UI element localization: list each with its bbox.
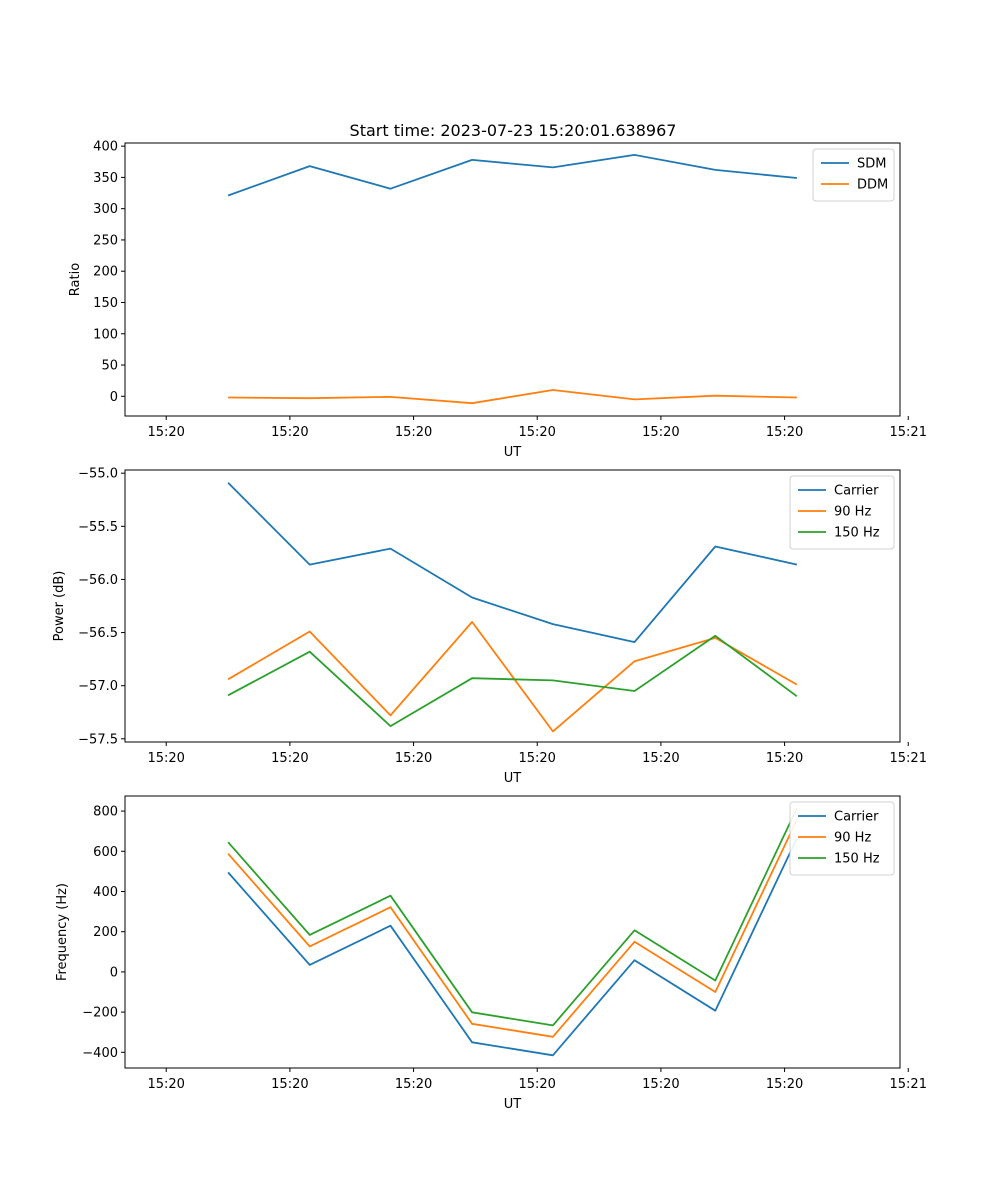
frequency-series-line-carrier [227,837,798,1057]
power-y-tick-label: −56.5 [78,626,118,641]
frequency-y-axis-label: Frequency (Hz) [55,883,70,981]
power-x-tick-label: 15:20 [147,751,184,766]
power-y-tick-label: −55.0 [78,467,118,482]
frequency-y-tick-label: 800 [93,805,118,820]
frequency-legend-label: 90 Hz [834,831,871,846]
frequency-x-tick-label: 15:20 [271,1077,308,1092]
power-legend: Carrier 90 Hz 150 Hz [789,475,895,550]
frequency-y-tick-label: 200 [93,925,118,940]
ratio-x-tick-label: 15:21 [890,425,927,440]
frequency-legend: Carrier 90 Hz 150 Hz [789,801,895,876]
ratio-x-tick-label: 15:20 [518,425,555,440]
power-legend-box [789,475,895,550]
power-subplot: 15:20 15:20 15:20 15:20 15:20 15:20 15:21 −57.5… [52,467,927,786]
power-x-tick-label: 15:20 [271,751,308,766]
ratio-y-tick-label: 250 [93,233,118,248]
frequency-x-tick-label: 15:20 [518,1077,555,1092]
frequency-legend-label: 150 Hz [834,852,880,867]
chart-title: Start time: 2023-07-23 15:20:01.638967 [350,121,677,140]
power-legend-label: 150 Hz [834,526,880,541]
ratio-series-line-sdm [227,153,797,197]
power-legend-label: 90 Hz [834,505,871,520]
frequency-y-tick-label: −200 [82,1006,118,1021]
power-legend-label: Carrier [834,484,879,499]
power-y-tick-label: −55.5 [78,520,118,535]
ratio-y-tick-label: 200 [93,265,118,280]
power-y-tick-label: −56.0 [78,573,118,588]
ratio-x-tick-label: 15:20 [642,425,679,440]
ratio-x-tick-label: 15:20 [147,425,184,440]
frequency-y-tick-label: −400 [82,1046,118,1061]
ratio-y-tick-label: 100 [93,327,118,342]
frequency-y-tick-label: 600 [93,845,118,860]
ratio-legend: SDM DDM [812,148,895,202]
ratio-legend-label: SDM [857,157,886,172]
frequency-x-tick-label: 15:20 [766,1077,803,1092]
power-y-tick-label: −57.0 [78,679,118,694]
ratio-y-axis-label: Ratio [68,263,83,296]
ratio-y-tick-label: 50 [101,359,118,374]
frequency-legend-box [789,801,895,876]
power-x-tick-label: 15:20 [518,751,555,766]
ratio-y-tick-label: 0 [110,390,118,405]
ratio-x-axis-label: UT [504,445,522,460]
ratio-series-line-ddm [228,389,797,405]
power-axes-frame [124,469,901,743]
ratio-y-tick-label: 300 [93,202,118,217]
power-y-axis-label: Power (dB) [52,571,67,642]
power-x-tick-label: 15:21 [890,751,927,766]
frequency-series-line-150-hz [227,807,798,1027]
ratio-y-tick-label: 350 [93,171,118,186]
ratio-subplot: 15:20 15:20 15:20 15:20 15:20 15:20 15:21 0 50 10… [68,140,927,460]
ratio-x-tick-label: 15:20 [766,425,803,440]
frequency-x-tick-label: 15:21 [890,1077,927,1092]
ratio-x-tick-label: 15:20 [395,425,432,440]
ratio-x-tick-label: 15:20 [271,425,308,440]
power-x-tick-label: 15:20 [642,751,679,766]
frequency-y-tick-label: 400 [93,885,118,900]
frequency-series-line-90-hz [227,819,798,1038]
frequency-x-tick-label: 15:20 [642,1077,679,1092]
frequency-x-axis-label: UT [504,1097,522,1112]
power-series-line-150-hz [227,634,798,727]
ratio-legend-box [812,148,895,202]
frequency-y-tick-label: 0 [110,965,118,980]
power-y-tick-label: −57.5 [78,732,118,747]
power-series-line-90-hz [227,621,798,733]
power-series-line-carrier [227,482,798,643]
frequency-legend-label: Carrier [834,810,879,825]
frequency-x-tick-label: 15:20 [147,1077,184,1092]
power-x-axis-label: UT [504,771,522,786]
ratio-y-tick-label: 400 [93,140,118,155]
ratio-y-tick-label: 150 [93,296,118,311]
power-x-tick-label: 15:20 [766,751,803,766]
frequency-x-tick-label: 15:20 [395,1077,432,1092]
power-x-tick-label: 15:20 [395,751,432,766]
frequency-subplot: 15:20 15:20 15:20 15:20 15:20 15:20 15:21 −400 −… [55,795,927,1112]
ratio-axes-frame [124,142,901,417]
ratio-legend-label: DDM [857,178,888,193]
